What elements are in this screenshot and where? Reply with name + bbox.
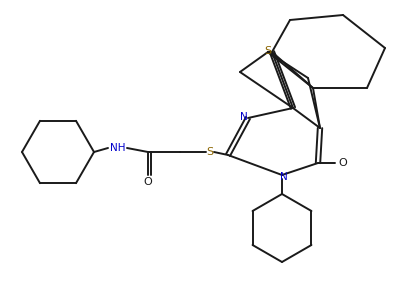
Text: NH: NH xyxy=(110,143,126,153)
Text: N: N xyxy=(280,172,288,182)
Text: O: O xyxy=(143,177,152,187)
Text: O: O xyxy=(339,158,347,168)
Text: N: N xyxy=(240,112,248,122)
Text: S: S xyxy=(206,147,214,157)
Text: S: S xyxy=(264,46,272,56)
